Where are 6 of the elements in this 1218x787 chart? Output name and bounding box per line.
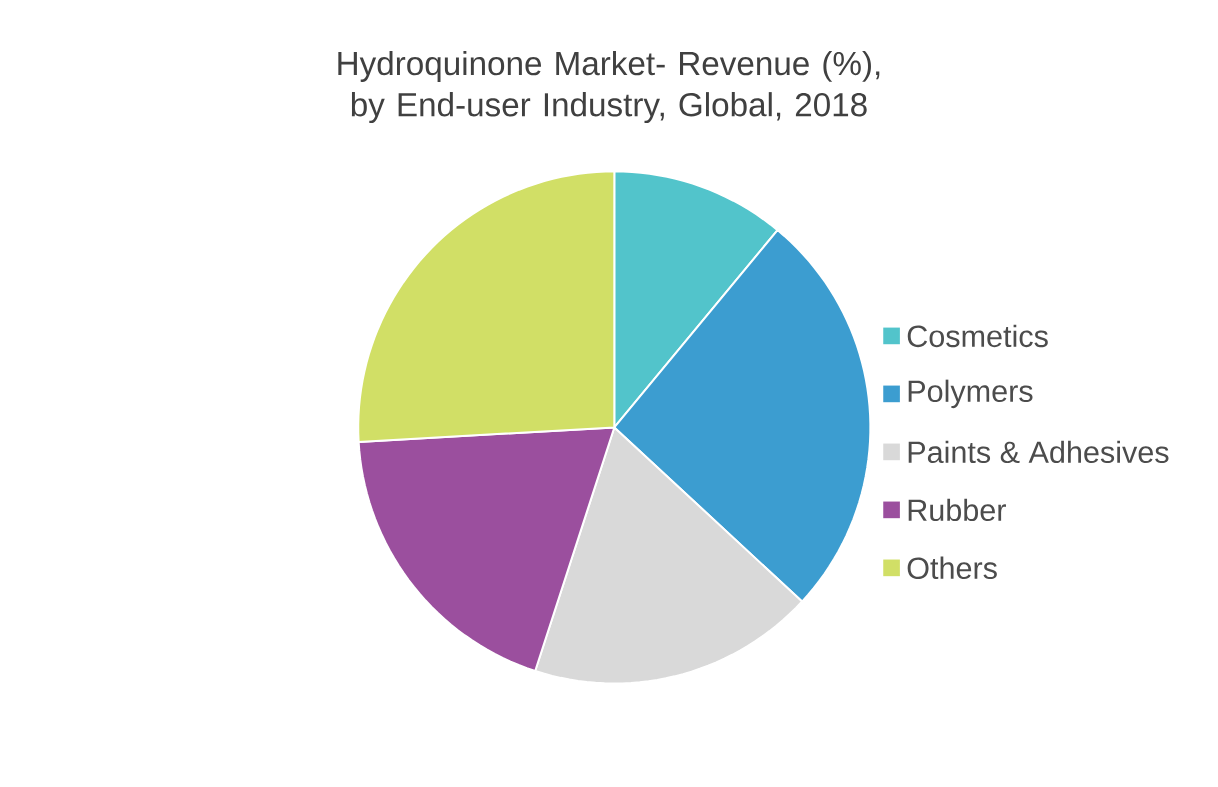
chart-title: Hydroquinone Market- Revenue (%), by End-user Industry, Global, 2018: [338, 51, 880, 124]
legend-label: Rubber: [908, 498, 1006, 522]
legend-label: Cosmetics: [907, 324, 1048, 348]
legend-label: Others: [907, 556, 997, 580]
legend-label: Paints & Adhesives: [908, 440, 1169, 464]
legend-label: Polymers: [908, 379, 1033, 409]
